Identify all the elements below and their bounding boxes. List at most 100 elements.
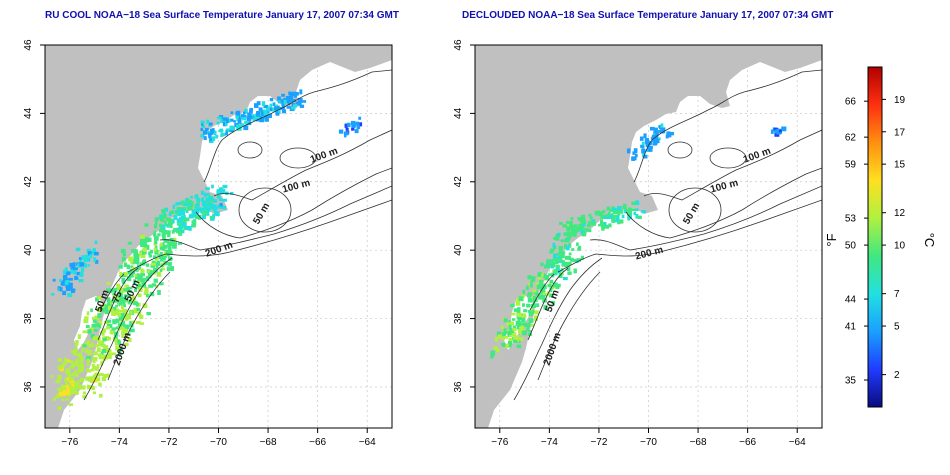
sst-pixel — [128, 290, 132, 293]
sst-pixel — [218, 187, 224, 191]
sst-pixel — [632, 151, 636, 155]
sst-pixel — [639, 136, 644, 141]
sst-pixel — [241, 116, 247, 121]
sst-pixel — [148, 272, 153, 277]
sst-pixel — [549, 260, 554, 263]
sst-pixel — [120, 248, 126, 253]
celsius-tick-label: 12 — [894, 208, 906, 219]
temperature-colorbar: 66 62 59 53 50 44 41 35 19 17 15 12 10 7 5 2 °F °C — [824, 66, 937, 408]
sst-pixel — [127, 301, 131, 305]
sst-pixel — [64, 378, 68, 383]
sst-pixel — [83, 259, 88, 263]
sst-pixel — [161, 224, 166, 228]
sst-pixel — [566, 220, 570, 225]
sst-pixel — [571, 227, 576, 231]
sst-pixel — [167, 221, 172, 227]
sst-pixel — [600, 219, 604, 225]
sst-pixel — [126, 264, 131, 270]
sst-pixel — [250, 116, 254, 120]
sst-pixel — [541, 273, 547, 278]
sst-pixel — [138, 280, 141, 285]
sst-pixel — [220, 118, 226, 124]
sst-pixel — [528, 312, 533, 317]
x-tick-label: −66 — [309, 437, 326, 448]
sst-pixel — [262, 116, 267, 120]
sst-pixel — [558, 245, 564, 251]
sst-pixel — [81, 348, 85, 353]
isobath-contours — [513, 69, 822, 401]
sst-pixel — [535, 303, 540, 308]
sst-pixel — [652, 134, 656, 138]
sst-pixel — [65, 359, 70, 363]
sst-pixel — [557, 258, 562, 262]
sst-pixel — [67, 374, 72, 380]
sst-pixel — [126, 286, 130, 292]
sst-pixel — [193, 208, 198, 214]
sst-pixel — [269, 97, 274, 102]
sst-pixel — [73, 364, 76, 368]
sst-pixel — [510, 321, 514, 326]
sst-pixel — [97, 342, 102, 347]
sst-pixel — [555, 237, 560, 241]
sst-pixel — [632, 156, 637, 161]
sst-pixel — [530, 280, 533, 284]
sst-pixel — [200, 120, 205, 124]
sst-pixel — [147, 237, 151, 242]
sst-pixel — [94, 240, 98, 244]
isobath-contours — [83, 69, 392, 401]
sst-pixel — [140, 273, 146, 277]
sst-pixel — [82, 330, 88, 334]
celsius-tick-label: 5 — [894, 322, 900, 333]
right-panel-title: DECLOUDED NOAA−18 Sea Surface Temperatur… — [462, 10, 834, 21]
sst-pixel — [129, 310, 133, 315]
sst-pixel — [225, 118, 229, 124]
sst-pixel — [209, 138, 212, 142]
sst-pixel — [225, 128, 230, 132]
sst-pixel — [338, 129, 344, 134]
sst-pixel — [577, 217, 582, 221]
sst-pixel — [571, 248, 575, 251]
sst-pixel — [117, 323, 122, 327]
sst-pixel — [68, 386, 73, 390]
sst-pixel — [660, 130, 666, 134]
sst-pixel — [209, 128, 214, 133]
sst-pixel — [64, 267, 68, 272]
sst-pixel — [543, 264, 547, 269]
sst-pixel — [531, 303, 537, 309]
sst-pixel — [181, 200, 185, 205]
celsius-tick-label: 17 — [894, 127, 906, 138]
sst-pixel — [164, 207, 169, 212]
sst-pixel — [530, 308, 533, 313]
celsius-tick-label: 19 — [894, 95, 906, 106]
sst-pixel — [126, 271, 131, 275]
sst-pixel — [201, 124, 206, 129]
sst-pixel — [92, 374, 97, 379]
sst-pixel — [241, 114, 245, 118]
sst-pixel — [184, 225, 190, 231]
sst-pixel — [120, 305, 124, 310]
sst-pixel — [507, 341, 513, 345]
sst-pixel — [603, 215, 609, 220]
sst-pixel — [132, 301, 138, 306]
sst-pixel — [239, 123, 244, 127]
sst-pixel — [143, 291, 149, 295]
sst-pixel — [135, 321, 141, 324]
sst-pixel — [552, 283, 558, 288]
sst-pixel — [120, 313, 125, 318]
x-tick-label: −68 — [260, 437, 277, 448]
sst-pixel — [63, 276, 68, 282]
sst-pixel — [136, 254, 140, 260]
sst-pixel — [145, 276, 150, 282]
sst-pixel — [559, 254, 563, 259]
sst-pixel — [97, 339, 101, 344]
sst-pixel — [182, 223, 187, 228]
sst-pixel — [351, 123, 356, 129]
fahrenheit-tick-label: 35 — [845, 376, 857, 387]
sst-pixel — [154, 240, 158, 245]
sst-pixel — [230, 111, 234, 115]
sst-pixel — [641, 210, 647, 214]
sst-pixel — [657, 137, 661, 141]
sst-pixel — [577, 227, 582, 231]
sst-pixel — [128, 256, 134, 262]
